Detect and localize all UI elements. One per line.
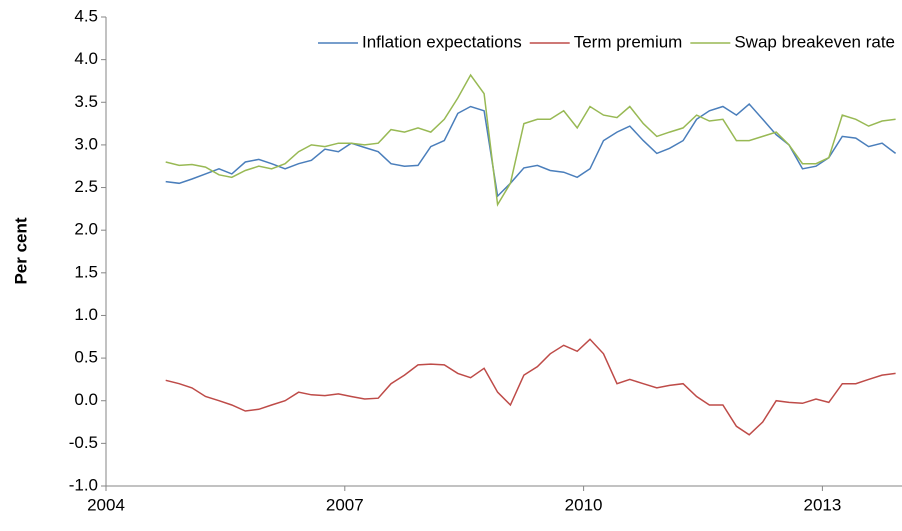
y-tick-label: 3.0: [74, 134, 98, 153]
series-line: [165, 73, 896, 207]
y-tick-label: -1.0: [69, 475, 98, 494]
y-tick-label: -0.5: [69, 433, 98, 452]
x-tick-label: 2004: [87, 495, 125, 514]
y-tick-label: 3.5: [74, 92, 98, 111]
x-tick-label: 2007: [326, 495, 364, 514]
legend-label: Inflation expectations: [362, 32, 522, 51]
y-tick-label: 1.5: [74, 262, 98, 281]
y-tick-label: 4.0: [74, 49, 98, 68]
legend-label: Term premium: [574, 32, 683, 51]
series-line: [165, 102, 897, 198]
y-tick-label: 4.5: [74, 6, 98, 25]
x-tick-label: 2013: [803, 495, 841, 514]
legend-label: Swap breakeven rate: [734, 32, 895, 51]
y-tick-label: 0.5: [74, 348, 98, 367]
y-axis-label: Per cent: [11, 217, 30, 284]
y-tick-label: 2.0: [74, 220, 98, 239]
y-tick-label: 1.0: [74, 305, 98, 324]
y-tick-label: 0.0: [74, 390, 98, 409]
series-line: [165, 338, 896, 436]
x-tick-label: 2010: [565, 495, 603, 514]
y-tick-label: 2.5: [74, 177, 98, 196]
